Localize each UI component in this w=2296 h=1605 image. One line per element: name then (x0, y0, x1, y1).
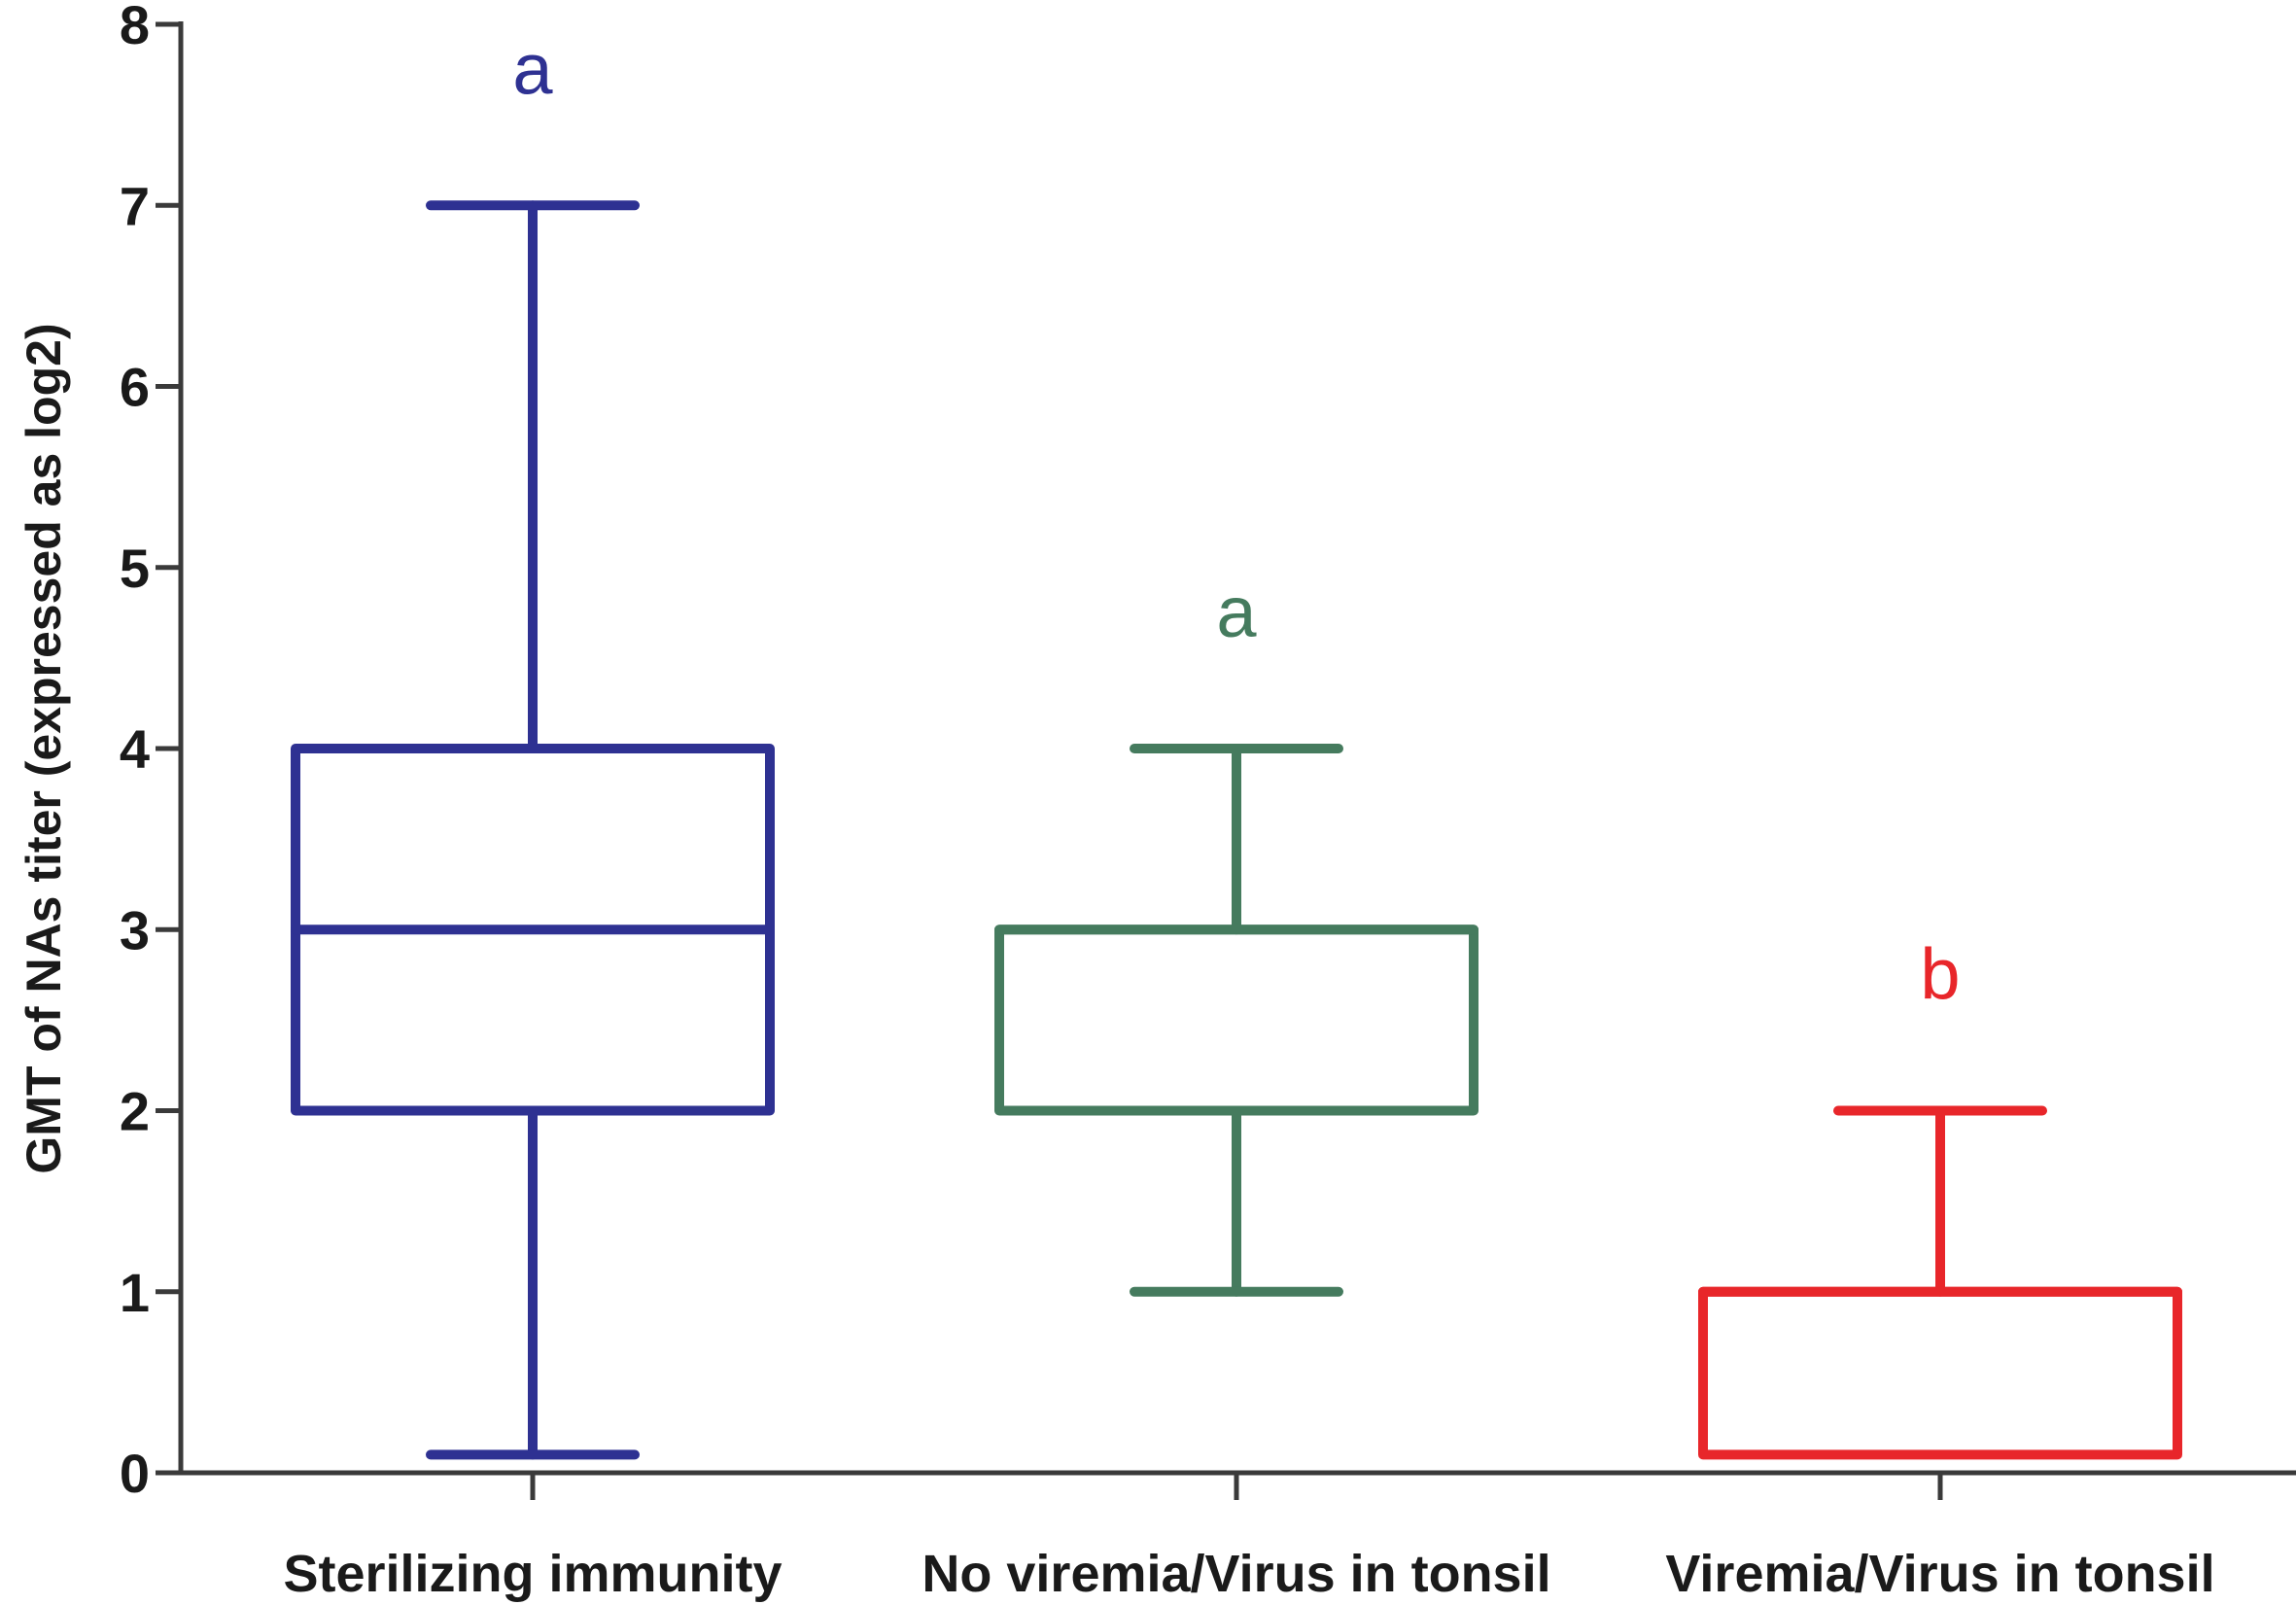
box-iqr (994, 925, 1478, 1116)
x-ticks: Sterilizing immunity No viremia/Virus in … (283, 1473, 2215, 1603)
box-iqr (1698, 1286, 2182, 1460)
significance-letter: a (1216, 572, 1257, 652)
y-tick-label: 0 (120, 1443, 150, 1504)
box-group: a (291, 28, 775, 1460)
significance-letter: b (1920, 934, 1960, 1015)
y-tick-label: 7 (120, 175, 150, 236)
category-label: No viremia/Virus in tonsil (922, 1545, 1550, 1603)
boxes: a a b (291, 28, 2182, 1460)
y-tick-label: 8 (120, 0, 150, 55)
y-tick-label: 4 (120, 718, 150, 780)
y-ticks: 0 1 2 3 4 5 6 7 8 (120, 0, 181, 1504)
box-group: b (1698, 934, 2182, 1460)
significance-letter: a (512, 28, 553, 109)
y-tick-label: 6 (120, 357, 150, 418)
y-tick-label: 3 (120, 899, 150, 960)
y-tick-label: 2 (120, 1081, 150, 1142)
y-tick-label: 1 (120, 1262, 150, 1323)
y-tick-label: 5 (120, 538, 150, 599)
box-group: a (994, 572, 1478, 1297)
category-label: Sterilizing immunity (283, 1545, 782, 1603)
category-label: Viremia/Virus in tonsil (1665, 1545, 2214, 1603)
y-axis-label: GMT of NAs titer (expressed as log2) (17, 323, 71, 1173)
